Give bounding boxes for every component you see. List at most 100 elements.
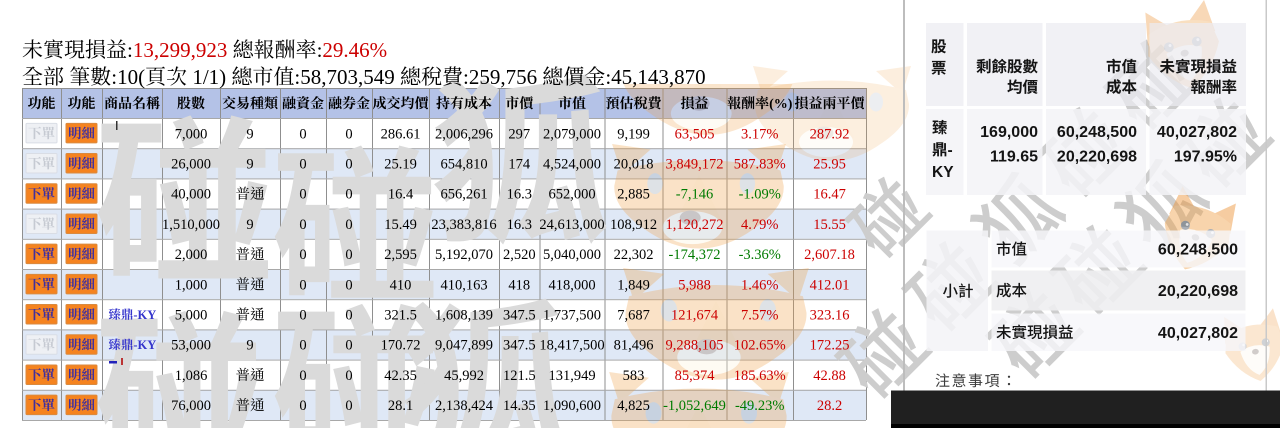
svg-text:-: - [948,142,953,159]
svg-text:40,027,802: 40,027,802 [1157,124,1237,141]
svg-text:4,825: 4,825 [617,398,650,414]
svg-text:2,607.18: 2,607.18 [804,247,855,263]
svg-text:170.72: 170.72 [381,338,421,354]
svg-text:0: 0 [345,338,352,354]
svg-text:20,220,698: 20,220,698 [1057,149,1137,166]
svg-text:185.63%: 185.63% [734,368,786,384]
svg-text:2,520: 2,520 [503,247,536,263]
svg-text:2,138,424: 2,138,424 [435,398,494,414]
svg-text:1,000: 1,000 [175,277,208,293]
svg-text:410,163: 410,163 [440,277,487,293]
svg-text:23,383,816: 23,383,816 [431,217,496,233]
svg-text:25.19: 25.19 [384,157,417,173]
svg-text:174: 174 [508,157,531,173]
svg-text:7,000: 7,000 [175,126,208,142]
svg-text:287.92: 287.92 [810,126,850,142]
svg-text:16.3: 16.3 [507,187,532,203]
svg-text:KY: KY [932,164,954,181]
svg-text:2,885: 2,885 [617,187,650,203]
svg-text:121,674: 121,674 [671,308,719,324]
svg-text:0: 0 [299,338,306,354]
svg-text:-3.36%: -3.36% [739,247,781,263]
svg-text:85,374: 85,374 [675,368,716,384]
svg-text:-174,372: -174,372 [669,247,721,263]
svg-text:81,496: 81,496 [614,338,654,354]
svg-text:9,047,899: 9,047,899 [435,338,493,354]
svg-text:1,510,000: 1,510,000 [162,217,220,233]
svg-text:169,000: 169,000 [980,124,1038,141]
svg-text:-KY: -KY [133,308,156,322]
svg-text:3.17%: 3.17% [741,126,778,142]
svg-text::10(: :10( [111,65,145,89]
svg-text:1/1): 1/1) [187,65,231,89]
svg-text:347.5: 347.5 [503,308,536,324]
svg-text:0: 0 [345,277,352,293]
svg-text:0: 0 [299,277,306,293]
svg-text:15.55: 15.55 [813,217,846,233]
svg-text:22,302: 22,302 [614,247,654,263]
svg-text:0: 0 [345,126,352,142]
svg-text:16.47: 16.47 [813,187,846,203]
svg-text:131,949: 131,949 [548,368,595,384]
svg-text:286.61: 286.61 [381,126,421,142]
svg-text:1,090,600: 1,090,600 [543,398,601,414]
svg-text:53,000: 53,000 [171,338,211,354]
svg-text:13,299,923: 13,299,923 [133,38,228,62]
svg-text:40,000: 40,000 [171,187,211,203]
svg-text:0: 0 [299,217,306,233]
svg-text:410: 410 [390,277,412,293]
svg-text:24,613,000: 24,613,000 [539,217,604,233]
svg-text:16.3: 16.3 [507,217,532,233]
svg-text:2,000: 2,000 [175,247,208,263]
svg-text:297: 297 [508,126,530,142]
svg-text:1.46%: 1.46% [741,277,778,293]
svg-text:2,595: 2,595 [384,247,417,263]
svg-text:4.79%: 4.79% [741,217,778,233]
svg-text:5,000: 5,000 [175,308,208,324]
svg-text:60,248,500: 60,248,500 [1158,242,1238,259]
svg-text:29.46%: 29.46% [322,38,387,62]
svg-text:0: 0 [299,398,306,414]
svg-text:583: 583 [623,368,645,384]
svg-text:-1.09%: -1.09% [739,187,781,203]
svg-text:9: 9 [246,338,253,354]
svg-text:0: 0 [345,217,352,233]
svg-text:0: 0 [299,187,306,203]
svg-text::: : [127,38,133,62]
svg-text:42.88: 42.88 [813,368,846,384]
svg-text:652,000: 652,000 [548,187,595,203]
svg-text:1,849: 1,849 [617,277,650,293]
svg-text:5,040,000: 5,040,000 [543,247,601,263]
svg-text:28.2: 28.2 [817,398,842,414]
svg-text:(%): (%) [769,97,793,112]
svg-text:45,992: 45,992 [444,368,484,384]
svg-text:3,849,172: 3,849,172 [666,157,724,173]
svg-text:14.35: 14.35 [503,398,536,414]
svg-text:0: 0 [345,308,352,324]
svg-text:18,417,500: 18,417,500 [539,338,604,354]
svg-text:0: 0 [345,187,352,203]
svg-text:119.65: 119.65 [990,149,1038,166]
svg-text:16.4: 16.4 [388,187,414,203]
svg-text:2,006,296: 2,006,296 [435,126,493,142]
svg-text:1,608,139: 1,608,139 [435,308,493,324]
svg-text::58,703,549: :58,703,549 [294,65,400,89]
svg-text:412.01: 412.01 [810,277,850,293]
svg-text:656,261: 656,261 [440,187,487,203]
svg-text:40,027,802: 40,027,802 [1158,325,1238,342]
svg-text:7,687: 7,687 [617,308,650,324]
svg-text:9: 9 [246,157,253,173]
svg-text:418: 418 [508,277,530,293]
svg-text:418,000: 418,000 [548,277,595,293]
svg-text:654,810: 654,810 [440,157,487,173]
svg-text::259,756: :259,756 [463,65,542,89]
svg-text:1,086: 1,086 [175,368,208,384]
svg-text:0: 0 [299,126,306,142]
svg-text:-7,146: -7,146 [676,187,713,203]
svg-text:26,000: 26,000 [171,157,211,173]
svg-text:587.83%: 587.83% [734,157,786,173]
svg-text:9,199: 9,199 [617,126,650,142]
svg-text:323.16: 323.16 [810,308,850,324]
svg-text:108,912: 108,912 [610,217,657,233]
svg-text:0: 0 [345,157,352,173]
